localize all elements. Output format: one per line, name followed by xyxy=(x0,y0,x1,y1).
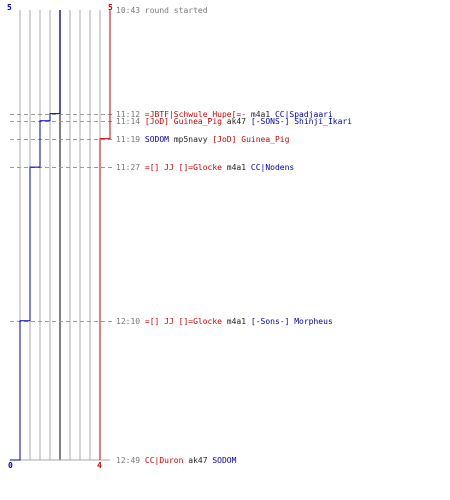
weapon-name: ak47 xyxy=(222,117,251,126)
weapon-name: ak47 xyxy=(183,456,212,465)
event-row: 11:27 =[] JJ []=Glocke m4a1 CC|Nodens xyxy=(116,163,294,172)
event-time: 11:12 xyxy=(116,110,145,119)
event-row: 12:49 CC|Duron ak47 SODOM xyxy=(116,456,237,465)
weapon-name: mp5navy xyxy=(169,135,212,144)
event-time: 12:10 xyxy=(116,317,145,326)
victim-name: SODOM xyxy=(212,456,236,465)
killer-name: =[] JJ []=Glocke xyxy=(145,317,222,326)
event-log: 10:43 round started 11:12 =JBTF|Schwule_H… xyxy=(116,6,352,465)
victim-name: [-Sons-] Morpheus xyxy=(251,317,333,326)
victim-name: CC|Nodens xyxy=(251,163,295,172)
event-time: 10:43 xyxy=(116,6,145,15)
blue-end-count: 0 xyxy=(8,461,13,470)
killer-name: SODOM xyxy=(145,135,169,144)
blue-start-count: 5 xyxy=(7,3,12,12)
event-time: 11:27 xyxy=(116,163,145,172)
weapon-name: m4a1 xyxy=(222,317,251,326)
victim-name: [-SONS-] Shinji_Ikari xyxy=(251,117,352,126)
event-time: 11:14 xyxy=(116,117,145,126)
event-time: 12:49 xyxy=(116,456,145,465)
victim-name: CC|Spadjaari xyxy=(275,110,333,119)
red-start-count: 5 xyxy=(108,3,113,12)
event-message: round started xyxy=(145,6,208,15)
event-row: 11:14 [JoD] Guinea_Pig ak47 [-SONS-] Shi… xyxy=(116,117,352,126)
blue-team-line xyxy=(10,10,61,461)
team-step-lines xyxy=(10,10,111,461)
event-row: 12:10 =[] JJ []=Glocke m4a1 [-Sons-] Mor… xyxy=(116,317,333,326)
red-end-count: 4 xyxy=(97,461,102,470)
killer-name: =[] JJ []=Glocke xyxy=(145,163,222,172)
killer-name: =JBTF|Schwule_Hupe[=- xyxy=(145,110,246,119)
event-time: 11:19 xyxy=(116,135,145,144)
weapon-name: m4a1 xyxy=(222,163,251,172)
event-row: 11:12 =JBTF|Schwule_Hupe[=- m4a1 CC|Spad… xyxy=(116,110,333,119)
victim-name: [JoD] Guinea_Pig xyxy=(212,135,289,144)
red-team-line xyxy=(99,10,111,460)
event-row: 10:43 round started xyxy=(116,6,208,15)
killer-name: CC|Duron xyxy=(145,456,184,465)
killer-name: [JoD] Guinea_Pig xyxy=(145,117,222,126)
weapon-name: m4a1 xyxy=(246,110,275,119)
team-count-labels: 5 5 0 4 xyxy=(7,3,113,470)
event-guides xyxy=(10,114,112,322)
event-row: 11:19 SODOM mp5navy [JoD] Guinea_Pig xyxy=(116,135,290,144)
